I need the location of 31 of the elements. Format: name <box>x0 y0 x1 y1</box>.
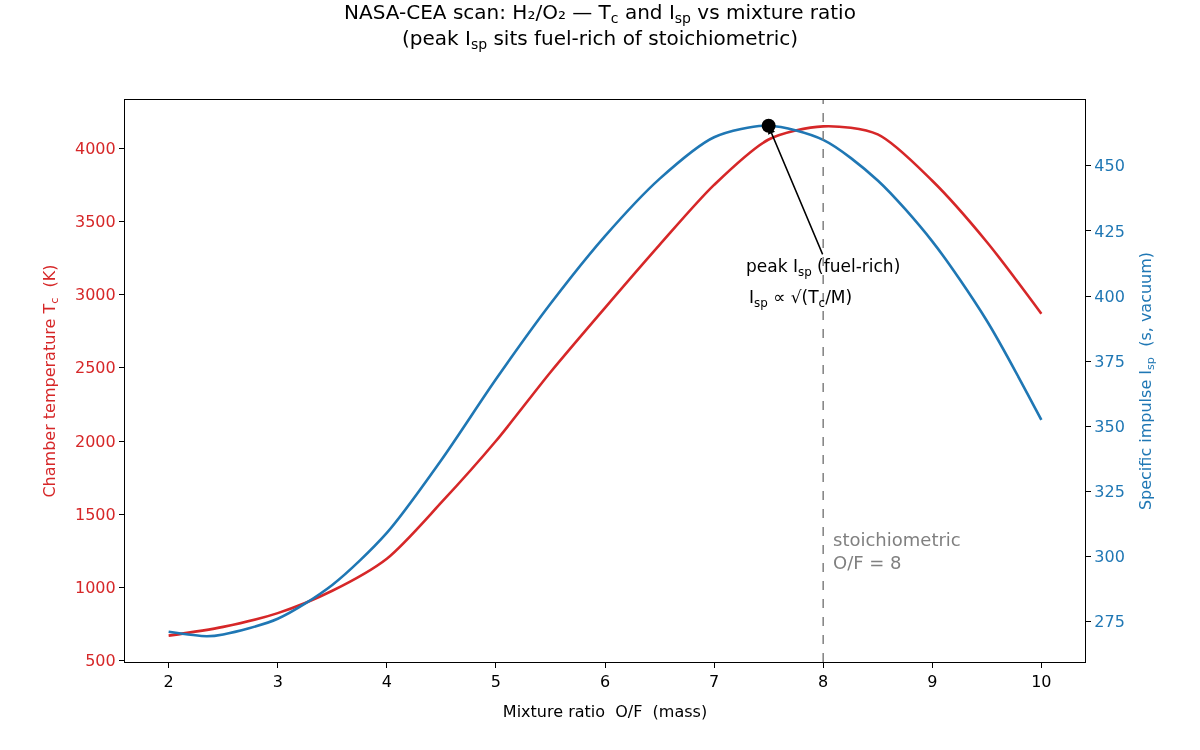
chart-title: NASA-CEA scan: H₂/O₂ — T$_{c}$ and I$_{sp}$ vs mixture ratio <box>344 0 856 26</box>
x-tick-label: 9 <box>927 672 938 692</box>
x-tick-label: 2 <box>163 672 174 692</box>
y-tick-label: 2500 <box>74 358 116 378</box>
y2-tick-label: 325 <box>1094 481 1125 501</box>
y2-tick-label: 425 <box>1094 221 1125 241</box>
y-tick-label: 4000 <box>74 138 116 158</box>
y-tick-label: 500 <box>85 651 116 671</box>
x-tick-label: 7 <box>709 672 720 692</box>
y-tick-label: 1500 <box>74 504 116 524</box>
x-tick-label: 5 <box>490 672 501 692</box>
y-tick-label: 3500 <box>74 212 116 232</box>
y2-tick-label: 375 <box>1094 351 1125 371</box>
y2-tick-label: 275 <box>1094 611 1125 631</box>
x-tick-label: 4 <box>381 672 392 692</box>
x-tick-label: 8 <box>818 672 829 692</box>
y-tick-label: 1000 <box>74 577 116 597</box>
y2-tick-label: 450 <box>1094 156 1125 176</box>
ref-line-label: stoichiometric O/F = 8 <box>833 529 961 574</box>
x-tick-label: 10 <box>1031 672 1052 692</box>
chart-subtitle: (peak I$_{sp}$ sits fuel-rich of stoichiometric) <box>401 25 799 52</box>
x-tick-label: 6 <box>599 672 611 692</box>
annotation: peak I$_{sp}$ (fuel-rich) <box>746 256 901 279</box>
y2-tick-label: 400 <box>1094 286 1125 306</box>
annotation: I$_{sp}$ ∝ √(T$_{c}$/M) <box>749 287 853 310</box>
y-tick-label: 2000 <box>74 431 116 451</box>
x-axis-title: Mixture ratio O/F (mass) <box>502 702 708 721</box>
y2-tick-label: 350 <box>1094 416 1125 436</box>
x-tick-label: 3 <box>272 672 283 692</box>
y-tick-label: 3000 <box>74 285 116 305</box>
y2-tick-label: 300 <box>1094 546 1125 566</box>
